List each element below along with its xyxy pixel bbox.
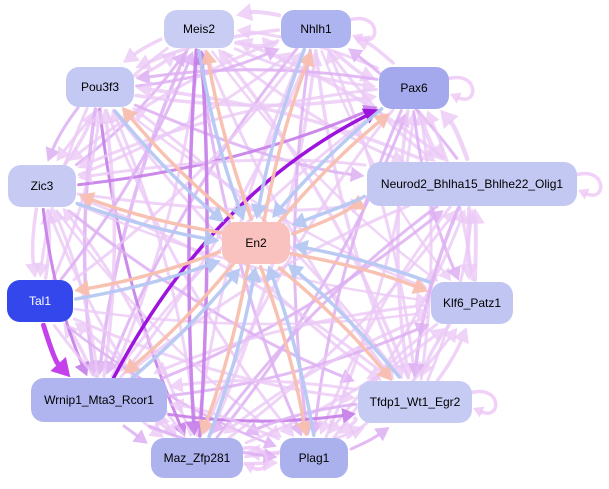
self-loop-tfdp1 (468, 389, 498, 418)
node-plag1: Plag1 (280, 438, 348, 478)
edge-plag1-en2 (265, 265, 316, 437)
node-pou3f3: Pou3f3 (66, 67, 134, 107)
edge-pax6-zic3 (77, 87, 378, 170)
edge-tfdp1-klf6 (435, 327, 469, 382)
node-label-pax6: Pax6 (400, 81, 428, 95)
edge-en2-tfdp1 (277, 266, 393, 382)
edge-zic3-en2 (75, 201, 220, 247)
node-zic3: Zic3 (8, 165, 76, 207)
node-meis2: Meis2 (164, 10, 234, 48)
edge-pou3f3-plag1 (104, 108, 295, 438)
edge-tal1-en2 (74, 257, 221, 301)
edge-pax6-pou3f3 (136, 68, 379, 85)
edge-pou3f3-zic3 (45, 106, 80, 162)
edge-tal1-klf6 (73, 306, 429, 326)
edge-en2-wrnip1 (123, 262, 236, 374)
edge-tal1-wrnip1 (41, 322, 71, 378)
edge-plag1-wrnip1 (169, 398, 281, 441)
node-box-neurod2 (367, 162, 577, 206)
node-tal1: Tal1 (7, 280, 73, 322)
node-label-pou3f3: Pou3f3 (81, 80, 119, 94)
node-box-pax6 (379, 67, 449, 109)
node-box-pou3f3 (66, 67, 134, 107)
node-box-klf6 (431, 282, 513, 324)
edge-neurod2-en2 (291, 194, 366, 229)
node-box-plag1 (280, 438, 348, 478)
edge-klf6-en2 (292, 239, 432, 284)
edge-pax6-en2 (272, 107, 384, 218)
edge-tfdp1-wrnip1 (169, 377, 358, 393)
edge-nhlh1-en2 (250, 47, 307, 220)
node-label-tal1: Tal1 (29, 294, 51, 308)
edge-tfdp1-plag1 (338, 416, 358, 434)
node-label-tfdp1: Tfdp1_Wt1_Egr2 (370, 395, 461, 409)
edge-maz-en2 (207, 266, 262, 439)
self-loop-nhlh1 (347, 16, 377, 45)
edge-pou3f3-neurod2 (133, 103, 365, 183)
node-box-meis2 (164, 10, 234, 48)
edge-tal1-tfdp1 (72, 317, 356, 405)
self-loop-pax6 (445, 75, 475, 104)
edge-meis2-en2 (197, 49, 247, 221)
edge-en2-tal1 (74, 250, 221, 297)
node-label-maz: Maz_Zfp281 (164, 451, 231, 465)
edge-klf6-maz (223, 315, 430, 434)
edge-nhlh1-meis2 (236, 3, 281, 22)
edge-wrnip1-tfdp1 (167, 407, 356, 424)
edge-wrnip1-pax6 (111, 108, 379, 380)
node-box-tfdp1 (358, 381, 472, 423)
node-label-wrnip1: Wrnip1_Mta3_Rcor1 (44, 393, 154, 407)
node-label-plag1: Plag1 (299, 451, 330, 465)
node-nhlh1: Nhlh1 (281, 10, 351, 48)
self-loop-maz (239, 445, 269, 474)
node-en2: En2 (222, 222, 290, 264)
edge-en2-maz (198, 263, 250, 436)
node-box-wrnip1 (31, 378, 167, 422)
edge-tal1-meis2 (59, 51, 196, 281)
edge-en2-pax6 (277, 113, 390, 224)
edge-en2-pou3f3 (121, 106, 235, 220)
node-box-en2 (222, 222, 290, 264)
node-box-maz (151, 438, 243, 478)
node-box-zic3 (8, 165, 76, 207)
node-wrnip1: Wrnip1_Mta3_Rcor1 (31, 378, 167, 422)
edge-plag1-tfdp1 (349, 427, 390, 451)
node-neurod2: Neurod2_Bhlha15_Bhlhe22_Olig1 (367, 162, 577, 206)
node-label-en2: En2 (245, 236, 267, 250)
edge-neurod2-pax6 (440, 109, 470, 162)
node-box-nhlh1 (281, 10, 351, 48)
node-label-klf6: Klf6_Patz1 (443, 296, 501, 310)
node-klf6: Klf6_Patz1 (431, 282, 513, 324)
edge-en2-zic3 (78, 192, 223, 235)
edge-en2-meis2 (200, 49, 254, 221)
node-label-zic3: Zic3 (31, 179, 54, 193)
edge-en2-nhlh1 (262, 50, 315, 223)
self-loop-neurod2 (573, 171, 603, 200)
edge-meis2-maz (185, 48, 202, 436)
edge-klf6-wrnip1 (153, 303, 430, 376)
node-box-tal1 (7, 280, 73, 322)
node-maz: Maz_Zfp281 (151, 438, 243, 478)
edge-wrnip1-en2 (130, 268, 241, 380)
node-pax6: Pax6 (379, 67, 449, 109)
edge-pou3f3-en2 (113, 109, 225, 223)
edge-wrnip1-maz (122, 424, 148, 444)
edge-maz-klf6 (244, 328, 445, 445)
edge-en2-plag1 (258, 265, 313, 437)
node-label-nhlh1: Nhlh1 (300, 22, 332, 36)
node-tfdp1: Tfdp1_Wt1_Egr2 (358, 381, 472, 423)
edge-wrnip1-neurod2 (161, 210, 444, 380)
edge-en2-klf6 (289, 252, 429, 294)
node-label-meis2: Meis2 (183, 22, 215, 36)
edge-tfdp1-en2 (287, 263, 401, 379)
node-label-neurod2: Neurod2_Bhlha15_Bhlhe22_Olig1 (381, 177, 563, 191)
edge-meis2-pou3f3 (123, 37, 163, 63)
